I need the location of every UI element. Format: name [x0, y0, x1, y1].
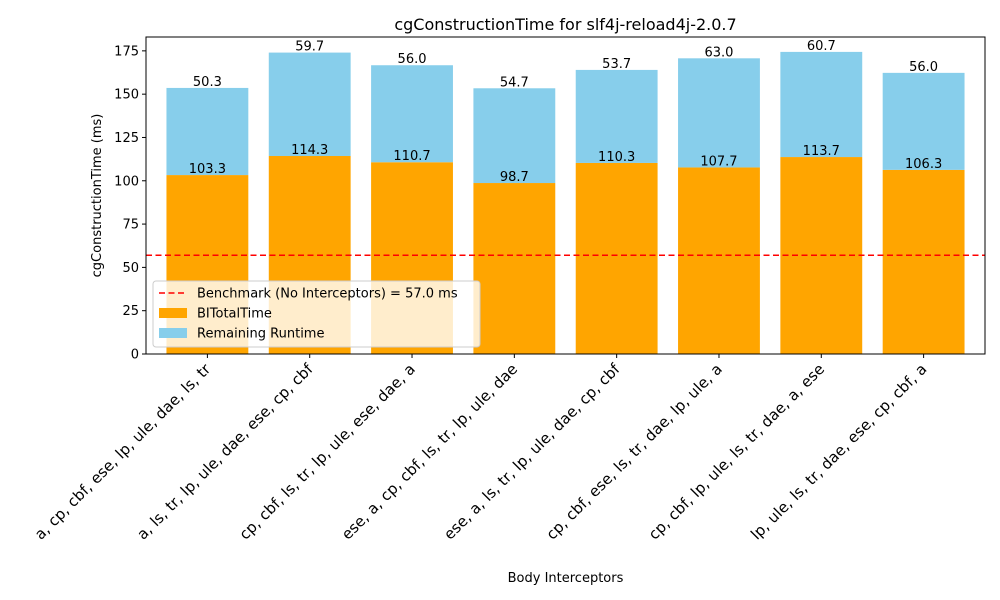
bar-bitotaltime	[473, 183, 556, 354]
data-label-bitotaltime: 110.7	[393, 149, 430, 164]
legend: Benchmark (No Interceptors) = 57.0 ms BIT…	[152, 280, 481, 348]
y-tick-label: 25	[122, 304, 139, 319]
data-label-bitotaltime: 103.3	[189, 162, 226, 177]
y-tick-label: 50	[122, 261, 139, 276]
x-tick-label: cp, cbf, ls, tr, lp, ule, ese, dae, a	[236, 360, 419, 543]
data-label-remaining-runtime: 56.0	[909, 60, 938, 75]
legend-box	[152, 280, 481, 348]
bar-remaining-runtime	[882, 72, 965, 170]
legend-remaining-swatch	[159, 328, 187, 338]
y-tick-label: 100	[114, 174, 139, 189]
data-label-remaining-runtime: 63.0	[704, 45, 733, 60]
data-label-bitotaltime: 113.7	[803, 144, 840, 159]
legend-bitotaltime-label: BITotalTime	[197, 307, 272, 322]
x-tick-label: ese, a, cp, cbf, ls, tr, lp, ule, dae	[338, 360, 521, 543]
bar-remaining-runtime	[780, 51, 863, 158]
legend-remaining-label: Remaining Runtime	[197, 327, 324, 342]
bar-remaining-runtime	[268, 52, 351, 157]
y-tick-label: 75	[122, 218, 139, 233]
bar-bitotaltime	[882, 169, 965, 354]
data-label-remaining-runtime: 50.3	[193, 75, 222, 90]
y-tick-label: 125	[114, 131, 139, 146]
data-label-remaining-runtime: 53.7	[602, 57, 631, 72]
y-tick-label: 0	[131, 348, 139, 363]
chart-title: cgConstructionTime for slf4j-reload4j-2.…	[394, 15, 736, 34]
y-tick-label: 150	[114, 88, 139, 103]
data-label-bitotaltime: 98.7	[500, 170, 529, 185]
bar-remaining-runtime	[371, 65, 453, 163]
bar-bitotaltime	[678, 167, 760, 354]
data-label-bitotaltime: 107.7	[700, 154, 737, 169]
x-tick-label: lp, ule, ls, tr, dae, ese, cp, cbf, a	[747, 360, 930, 543]
x-axis: a, cp, cbf, ese, lp, ule, dae, ls, tra, …	[31, 354, 930, 543]
y-axis-title: cgConstructionTime (ms)	[90, 114, 105, 278]
x-tick-label: a, cp, cbf, ese, lp, ule, dae, ls, tr	[31, 360, 215, 544]
data-label-remaining-runtime: 56.0	[398, 52, 427, 67]
bar-remaining-runtime	[678, 58, 760, 168]
data-label-bitotaltime: 110.3	[598, 150, 635, 165]
legend-bitotaltime-swatch	[159, 308, 187, 318]
x-tick-label: a, ls, tr, lp, ule, dae, ese, cp, cbf	[133, 360, 317, 544]
bar-remaining-runtime	[166, 87, 249, 176]
x-axis-title: Body Interceptors	[508, 571, 624, 586]
x-tick-label: cp, cbf, ese, ls, tr, dae, lp, ule, a	[543, 360, 726, 543]
bar-remaining-runtime	[575, 69, 658, 163]
y-axis: 0 25 50 75 100 125 150 175	[114, 44, 146, 363]
x-tick-label: ese, a, ls, tr, lp, ule, dae, cp, cbf	[440, 360, 624, 544]
data-label-remaining-runtime: 60.7	[807, 39, 836, 54]
x-tick-label: cp, cbf, lp, ule, ls, tr, dae, a, ese	[645, 360, 828, 543]
legend-benchmark-label: Benchmark (No Interceptors) = 57.0 ms	[197, 287, 458, 302]
data-labels-group: 103.3 50.3 114.3 59.7 110.7 56.0 98.7 54.7 110.3…	[189, 39, 942, 185]
bar-remaining-runtime	[473, 88, 556, 184]
y-tick-label: 175	[114, 44, 139, 59]
plot-frame	[145, 36, 986, 355]
bar-bitotaltime	[575, 162, 658, 354]
data-label-remaining-runtime: 59.7	[295, 40, 324, 55]
data-label-bitotaltime: 114.3	[291, 143, 328, 158]
data-label-remaining-runtime: 54.7	[500, 75, 529, 90]
data-label-bitotaltime: 106.3	[905, 157, 942, 172]
